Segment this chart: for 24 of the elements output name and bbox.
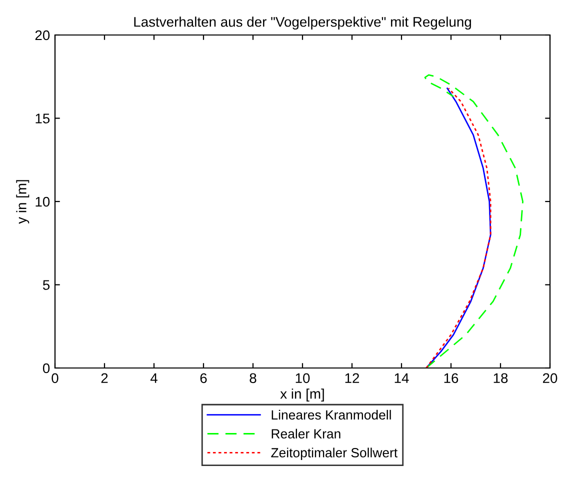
x-tick-label: 14: [394, 373, 409, 383]
x-axis-title: x in [m]: [280, 388, 324, 402]
x-tick-label: 8: [250, 373, 256, 384]
y-tick-label: 15: [36, 114, 50, 124]
legend-label: Zeitoptimaler Sollwert: [271, 448, 398, 460]
chart-title: Lastverhalten aus der "Vogelperspektive" mit Regelung: [134, 16, 471, 30]
x-tick-label: 0: [52, 373, 58, 384]
x-tick-label: 2: [101, 373, 108, 383]
x-tick-label: 12: [345, 373, 360, 383]
y-tick-label: 0: [42, 363, 50, 374]
x-tick-label: 18: [494, 373, 508, 384]
y-tick-label: 5: [42, 280, 50, 290]
x-tick-label: 6: [200, 373, 207, 384]
line-series: [426, 88, 492, 368]
x-tick-label: 10: [296, 373, 310, 384]
x-tick-label: 20: [542, 373, 558, 384]
legend-label: Lineares Kranmodell: [272, 410, 391, 420]
legend-label: Realer Kran: [272, 428, 340, 438]
line-series: [424, 74, 524, 368]
x-tick-label: 16: [444, 373, 458, 384]
y-tick-label: 20: [35, 30, 50, 40]
x-tick-label: 4: [150, 373, 158, 383]
y-axis-title: y in [m]: [16, 180, 30, 224]
y-tick-label: 10: [36, 196, 50, 207]
